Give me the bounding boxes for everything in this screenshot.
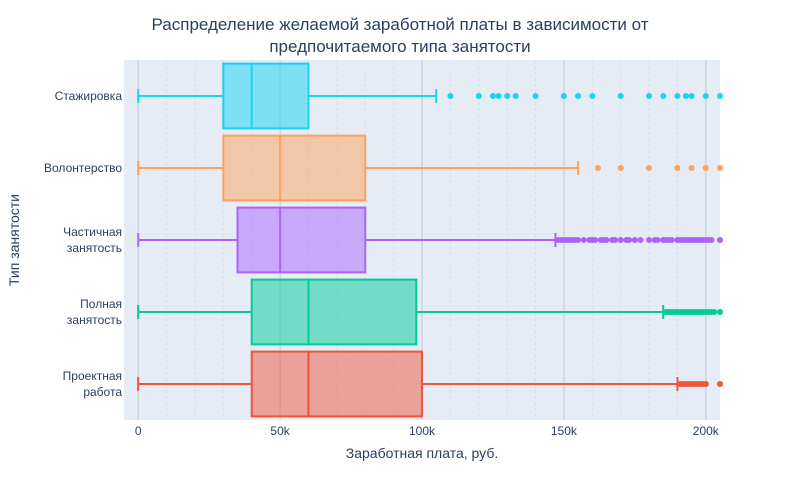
iqr-box [250, 350, 423, 418]
outlier-point [660, 93, 667, 99]
outlier-point [682, 93, 689, 99]
outlier-point [688, 165, 695, 171]
outlier-point [594, 165, 601, 171]
x-tick-label: 100k [409, 424, 436, 438]
outlier-point [603, 237, 610, 243]
outlier-point [668, 237, 675, 243]
outlier-point [475, 93, 482, 99]
x-axis-ticks: 0 50k 100k 150k 200k [135, 424, 720, 438]
outlier-point [717, 237, 723, 243]
x-tick-label: 50k [270, 424, 290, 438]
x-tick-label: 0 [135, 424, 142, 438]
outlier-point [617, 165, 624, 171]
outlier-point [717, 93, 723, 99]
category-label-line: Стажировка [55, 89, 123, 103]
outlier-point [592, 237, 599, 243]
x-axis-title: Заработная плата, руб. [345, 445, 499, 461]
box-5 [137, 350, 723, 418]
outlier-point [717, 165, 723, 171]
outlier-point [495, 93, 502, 99]
outlier-point [575, 93, 582, 99]
category-label-line: работа [83, 385, 122, 399]
box-3 [137, 206, 723, 274]
outlier-point [646, 237, 653, 243]
category-label: Частичная занятость [63, 225, 122, 255]
outlier-point [646, 165, 653, 171]
x-tick-label: 200k [693, 424, 720, 438]
box-series [137, 62, 723, 418]
category-label-line: занятость [67, 241, 122, 255]
x-tick-label: 150k [551, 424, 578, 438]
chart-title: Распределение желаемой заработной платы … [0, 14, 800, 58]
outlier-point [580, 237, 587, 243]
iqr-box [236, 206, 367, 274]
outlier-point [611, 237, 618, 243]
outlier-point [702, 165, 709, 171]
outlier-point [717, 309, 723, 315]
category-label: Проектная работа [63, 369, 123, 399]
outlier-point [708, 237, 715, 243]
outlier-point [711, 309, 718, 315]
iqr-box [222, 134, 367, 202]
category-label-line: Волонтерство [44, 161, 122, 175]
chart-title-line-2: предпочитаемого типа занятости [269, 37, 531, 56]
outlier-point [637, 237, 644, 243]
category-label: Стажировка [55, 89, 123, 103]
outlier-point [532, 93, 539, 99]
category-label-line: Полная [80, 297, 122, 311]
outlier-point [674, 93, 681, 99]
outlier-point [702, 93, 709, 99]
outlier-point [617, 237, 624, 243]
category-label-line: занятость [67, 313, 122, 327]
iqr-box [222, 62, 310, 130]
iqr-box [250, 278, 418, 346]
chart-title-line-1: Распределение желаемой заработной платы … [151, 15, 649, 34]
category-label: Волонтерство [44, 161, 122, 175]
category-label: Полная занятость [67, 297, 122, 327]
outlier-point [674, 165, 681, 171]
outlier-point [489, 93, 496, 99]
outlier-point [631, 237, 638, 243]
category-label-line: Частичная [63, 225, 122, 239]
outlier-point [512, 93, 519, 99]
outlier-point [447, 93, 454, 99]
outlier-point [626, 237, 633, 243]
box-4 [137, 278, 723, 346]
box-2 [137, 134, 723, 202]
y-axis-title: Тип занятости [6, 193, 22, 287]
outlier-point [504, 93, 511, 99]
outlier-point [688, 93, 695, 99]
outlier-point [646, 93, 653, 99]
box-1 [137, 62, 723, 130]
y-axis-categories: Стажировка Волонтерство Частичная занятость… [44, 89, 122, 399]
outlier-point [654, 237, 661, 243]
category-label-line: Проектная [63, 369, 122, 383]
outlier-point [617, 93, 624, 99]
outlier-point [575, 237, 582, 243]
outlier-point [702, 381, 709, 387]
outlier-point [717, 381, 723, 387]
outlier-point [560, 93, 567, 99]
outlier-point [589, 93, 596, 99]
